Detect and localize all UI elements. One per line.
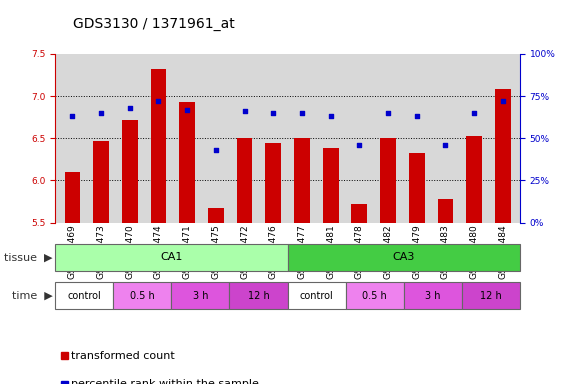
Bar xyxy=(352,204,367,223)
Text: 12 h: 12 h xyxy=(480,291,502,301)
Point xyxy=(68,113,77,119)
Point xyxy=(412,113,421,119)
Bar xyxy=(113,282,171,309)
Bar xyxy=(122,120,138,223)
Bar xyxy=(437,199,453,223)
Text: 3 h: 3 h xyxy=(425,291,440,301)
Bar xyxy=(229,282,288,309)
Point xyxy=(182,106,192,113)
Bar xyxy=(208,209,224,223)
Text: time  ▶: time ▶ xyxy=(12,291,52,301)
Point xyxy=(154,98,163,104)
Bar xyxy=(55,282,113,309)
Text: tissue  ▶: tissue ▶ xyxy=(4,252,52,262)
Text: 0.5 h: 0.5 h xyxy=(363,291,387,301)
Bar xyxy=(346,282,404,309)
Bar xyxy=(171,282,229,309)
Bar xyxy=(236,138,253,223)
Point xyxy=(383,110,393,116)
Text: 12 h: 12 h xyxy=(248,291,270,301)
Text: percentile rank within the sample: percentile rank within the sample xyxy=(71,379,259,384)
Bar xyxy=(288,244,520,271)
Bar xyxy=(294,138,310,223)
Text: CA3: CA3 xyxy=(393,252,415,262)
Bar xyxy=(55,244,288,271)
Point xyxy=(354,142,364,148)
Bar xyxy=(462,282,520,309)
Text: transformed count: transformed count xyxy=(71,351,175,361)
Bar xyxy=(64,172,80,223)
Point xyxy=(96,110,106,116)
Bar xyxy=(180,102,195,223)
Point xyxy=(211,147,221,153)
Text: GDS3130 / 1371961_at: GDS3130 / 1371961_at xyxy=(73,17,234,31)
Point xyxy=(125,105,134,111)
Text: control: control xyxy=(300,291,333,301)
Text: CA1: CA1 xyxy=(160,252,182,262)
Text: 3 h: 3 h xyxy=(193,291,208,301)
Bar xyxy=(380,138,396,223)
Bar xyxy=(466,136,482,223)
Bar xyxy=(409,154,425,223)
Point xyxy=(469,110,479,116)
Bar xyxy=(495,89,511,223)
Point xyxy=(441,142,450,148)
Point xyxy=(498,98,507,104)
Text: 0.5 h: 0.5 h xyxy=(130,291,155,301)
Point xyxy=(297,110,307,116)
Point xyxy=(240,108,249,114)
Point xyxy=(268,110,278,116)
Point xyxy=(326,113,335,119)
Bar xyxy=(288,282,346,309)
Bar xyxy=(93,141,109,223)
Bar xyxy=(404,282,462,309)
Text: control: control xyxy=(67,291,101,301)
Bar xyxy=(322,148,339,223)
Bar xyxy=(266,143,281,223)
Bar xyxy=(150,69,166,223)
